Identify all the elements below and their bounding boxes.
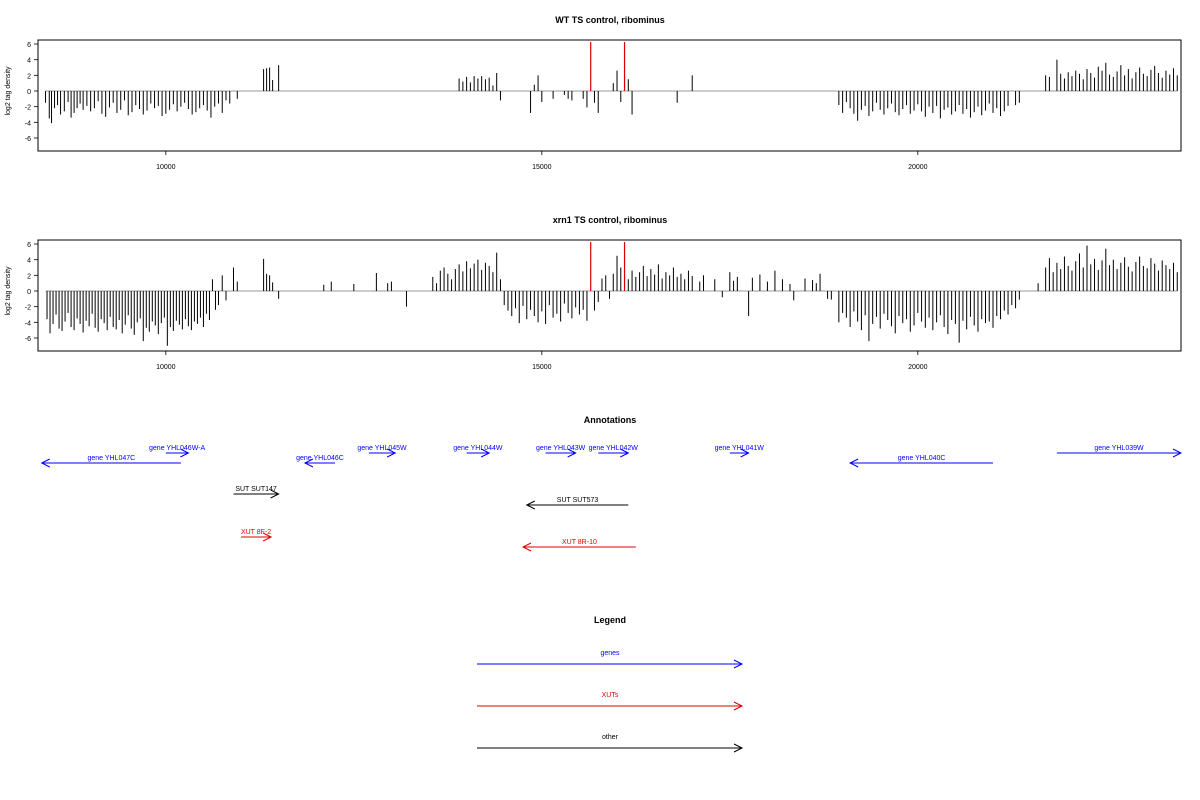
feature-arrow — [368, 448, 397, 458]
feature-arrow-head — [849, 458, 859, 468]
y-tick-label: 6 — [27, 242, 31, 249]
feature-label: gene YHL044W — [453, 445, 503, 452]
y-tick-label: 0 — [27, 89, 31, 96]
feature-arrow-head — [480, 448, 491, 458]
feature-arrow — [598, 448, 630, 458]
feature-arrow — [521, 542, 636, 552]
feature-arrow — [545, 448, 577, 458]
feature-label: gene YHL039W — [1094, 445, 1144, 452]
xrn1-density-chart: xrn1 TS control, ribominus -6 -4 -2 0 2 4 6 log2… — [5, 215, 1182, 371]
feature-arrow-head — [40, 458, 50, 468]
y-tick-label: 4 — [27, 58, 31, 65]
legend-arrow-head — [733, 659, 744, 669]
feature-label: SUT SUT147 — [235, 486, 277, 493]
feature-label: SUT SUT573 — [557, 497, 599, 504]
feature-arrow-head — [567, 448, 577, 458]
y-tick-label: -4 — [25, 120, 31, 127]
plot-frame — [37, 39, 1182, 152]
legend-arrow-head — [733, 701, 744, 711]
feature-label: gene YHL041W — [715, 445, 765, 452]
feature-arrow — [466, 448, 491, 458]
feature-label: XUT 8F-2 — [241, 529, 271, 536]
feature-arrow-head — [521, 542, 532, 552]
feature-arrow — [729, 448, 750, 458]
feature-arrow-head — [1172, 448, 1183, 458]
chart-title: xrn1 TS control, ribominus — [553, 215, 668, 225]
feature-arrow — [1056, 448, 1183, 458]
legend-panel: Legend genes XUTs other — [477, 615, 744, 753]
annotations-title: Annotations — [584, 415, 637, 425]
y-tick-label: 4 — [27, 258, 31, 265]
legend-label: other — [602, 734, 619, 741]
chart-title: WT TS control, ribominus — [555, 15, 665, 25]
feature-label: gene YHL047C — [87, 455, 135, 462]
feature-arrow-head — [525, 500, 536, 510]
x-tick-label: 20000 — [908, 364, 928, 371]
feature-arrow — [165, 448, 190, 458]
feature-arrow — [303, 458, 336, 468]
x-tick-label: 15000 — [532, 164, 552, 171]
feature-arrow — [233, 489, 280, 499]
feature-label: gene YHL046W-A — [149, 445, 205, 452]
feature-label: XUT 8R-10 — [562, 539, 597, 546]
x-tick-label: 10000 — [156, 364, 176, 371]
feature-label: gene YHL042W — [589, 445, 639, 452]
y-tick-label: -2 — [25, 305, 31, 312]
y-axis-label: log2 tag density — [5, 266, 12, 316]
annotations-panel: Annotations gene YHL047C gene YHL046W-A gen… — [40, 415, 1183, 552]
y-tick-label: -2 — [25, 105, 31, 112]
x-tick-label: 15000 — [532, 364, 552, 371]
y-tick-label: -6 — [25, 136, 31, 143]
legend-arrow-head — [733, 743, 744, 753]
feature-label: gene YHL040C — [898, 455, 946, 462]
feature-label: gene YHL045W — [357, 445, 407, 452]
wt-density-chart: WT TS control, ribominus -6 -4 -2 0 2 4 6 log2 t… — [5, 15, 1182, 171]
feature-label: gene YHL043W — [536, 445, 586, 452]
feature-arrow-head — [386, 448, 397, 458]
feature-arrow-head — [180, 448, 190, 458]
bar-group — [45, 59, 1178, 124]
feature-arrow-head — [620, 448, 630, 458]
y-tick-label: -6 — [25, 336, 31, 343]
bar-group — [46, 245, 1178, 346]
feature-arrow — [241, 532, 273, 542]
y-axis-label: log2 tag density — [5, 66, 12, 116]
feature-arrow — [40, 458, 181, 468]
legend-title: Legend — [594, 615, 626, 625]
feature-label: gene YHL046C — [296, 455, 344, 462]
y-tick-label: 2 — [27, 273, 31, 280]
feature-arrow — [525, 500, 629, 510]
y-tick-label: -4 — [25, 320, 31, 327]
y-tick-label: 6 — [27, 42, 31, 49]
x-tick-label: 20000 — [908, 164, 928, 171]
plot-frame — [37, 239, 1182, 352]
legend-label: genes — [600, 650, 620, 657]
feature-arrow-head — [740, 448, 750, 458]
x-tick-label: 10000 — [156, 164, 176, 171]
feature-arrow — [849, 458, 994, 468]
y-tick-label: 0 — [27, 289, 31, 296]
feature-arrow-head — [303, 458, 314, 468]
feature-arrow-head — [262, 532, 273, 542]
feature-arrow-head — [270, 489, 280, 499]
y-tick-label: 2 — [27, 73, 31, 80]
legend-label: XUTs — [602, 692, 619, 699]
